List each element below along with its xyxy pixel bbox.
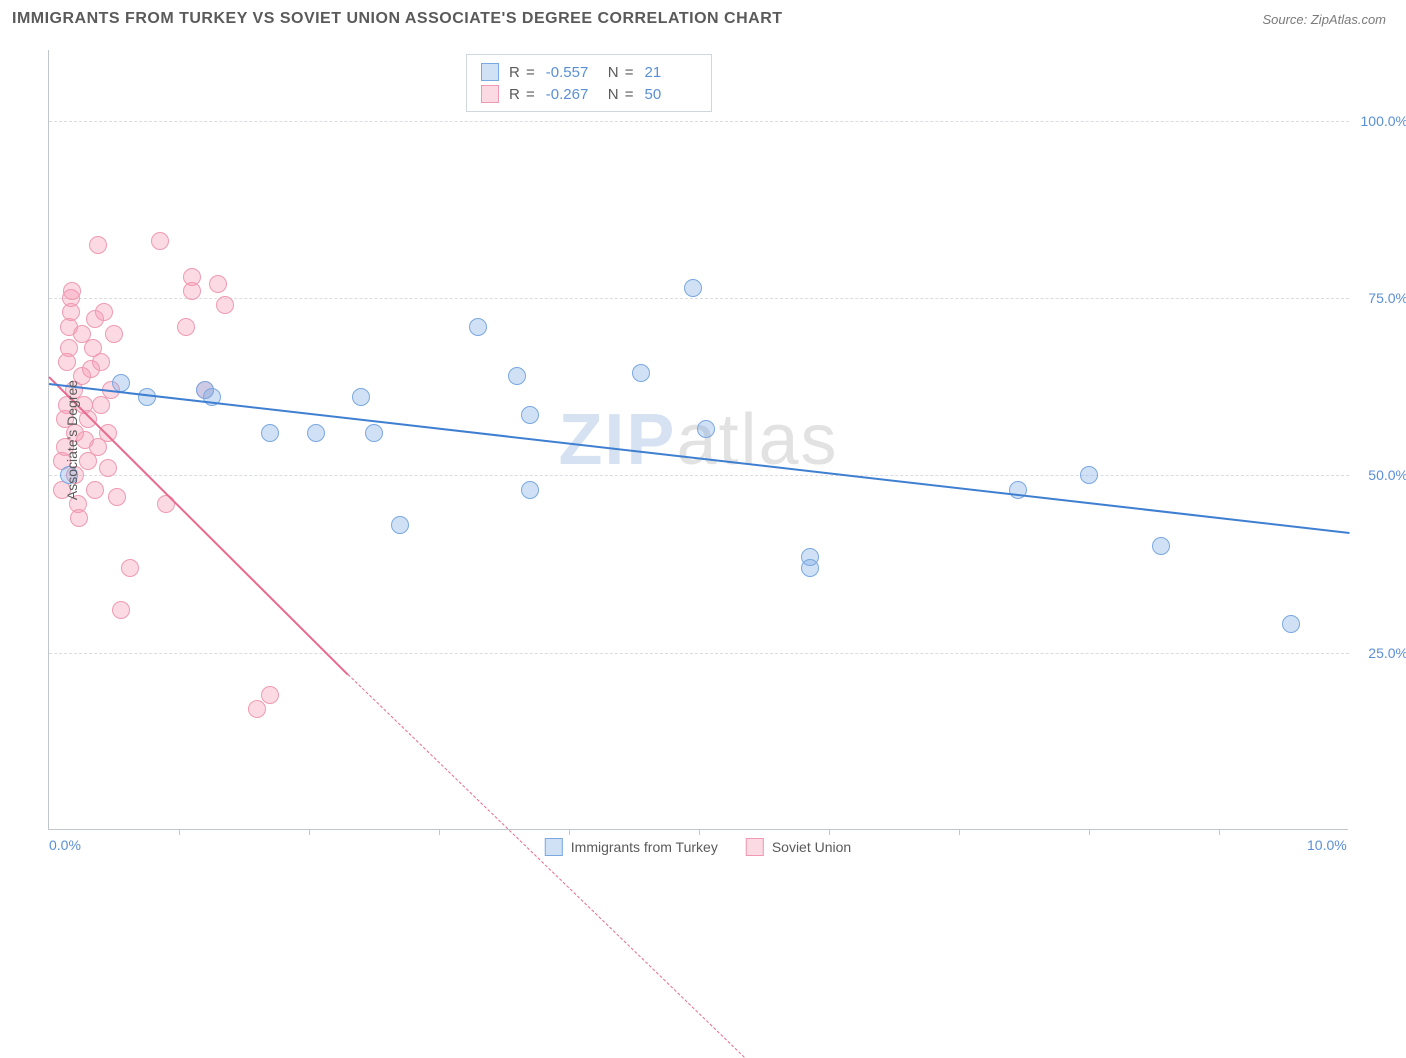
scatter-point: [352, 388, 370, 406]
x-tick: [309, 829, 310, 835]
scatter-point: [1080, 466, 1098, 484]
source-label: Source: ZipAtlas.com: [1262, 12, 1386, 27]
swatch-series-1: [481, 63, 499, 81]
scatter-point: [177, 318, 195, 336]
legend-label: Soviet Union: [772, 839, 851, 855]
scatter-point: [138, 388, 156, 406]
scatter-point: [121, 559, 139, 577]
y-tick-label: 100.0%: [1353, 113, 1406, 129]
scatter-point: [183, 268, 201, 286]
scatter-point: [95, 303, 113, 321]
y-axis-title: Associate's Degree: [64, 380, 80, 500]
scatter-point: [261, 424, 279, 442]
gridline: [49, 653, 1349, 654]
scatter-point: [521, 481, 539, 499]
swatch-bottom-2: [746, 838, 764, 856]
scatter-point: [216, 296, 234, 314]
y-tick-label: 50.0%: [1353, 467, 1406, 483]
legend-series: Immigrants from Turkey Soviet Union: [545, 838, 851, 856]
scatter-point: [70, 509, 88, 527]
trend-line: [48, 376, 348, 675]
scatter-point: [92, 353, 110, 371]
scatter-point: [209, 275, 227, 293]
gridline: [49, 475, 1349, 476]
scatter-point: [307, 424, 325, 442]
plot-region: ZIPatlas 25.0%50.0%75.0%100.0%0.0%10.0%: [48, 50, 1348, 830]
trend-line: [49, 383, 1349, 534]
scatter-point: [1282, 615, 1300, 633]
scatter-point: [365, 424, 383, 442]
scatter-point: [60, 339, 78, 357]
scatter-point: [261, 686, 279, 704]
scatter-point: [79, 410, 97, 428]
scatter-point: [108, 488, 126, 506]
scatter-point: [684, 279, 702, 297]
x-tick: [829, 829, 830, 835]
x-tick: [959, 829, 960, 835]
scatter-point: [89, 236, 107, 254]
scatter-point: [469, 318, 487, 336]
x-tick-label: 0.0%: [49, 837, 81, 853]
scatter-point: [391, 516, 409, 534]
scatter-point: [63, 282, 81, 300]
scatter-point: [112, 601, 130, 619]
x-tick: [179, 829, 180, 835]
scatter-point: [99, 459, 117, 477]
y-tick-label: 25.0%: [1353, 645, 1406, 661]
chart-title: IMMIGRANTS FROM TURKEY VS SOVIET UNION A…: [12, 10, 783, 28]
scatter-point: [632, 364, 650, 382]
x-tick: [439, 829, 440, 835]
scatter-point: [697, 420, 715, 438]
scatter-point: [86, 481, 104, 499]
gridline: [49, 298, 1349, 299]
chart-area: ZIPatlas 25.0%50.0%75.0%100.0%0.0%10.0% …: [48, 50, 1348, 830]
legend-correlation: R =-0.557 N =21 R =-0.267 N =50: [466, 54, 712, 112]
trend-line: [348, 674, 745, 1058]
swatch-series-2: [481, 85, 499, 103]
x-tick: [569, 829, 570, 835]
scatter-point: [248, 700, 266, 718]
scatter-point: [801, 548, 819, 566]
scatter-point: [151, 232, 169, 250]
x-tick-label: 10.0%: [1307, 837, 1347, 853]
x-tick: [699, 829, 700, 835]
swatch-bottom-1: [545, 838, 563, 856]
scatter-point: [508, 367, 526, 385]
scatter-point: [521, 406, 539, 424]
gridline: [49, 121, 1349, 122]
x-tick: [1219, 829, 1220, 835]
scatter-point: [1152, 537, 1170, 555]
x-tick: [1089, 829, 1090, 835]
scatter-point: [105, 325, 123, 343]
legend-label: Immigrants from Turkey: [571, 839, 718, 855]
y-tick-label: 75.0%: [1353, 290, 1406, 306]
